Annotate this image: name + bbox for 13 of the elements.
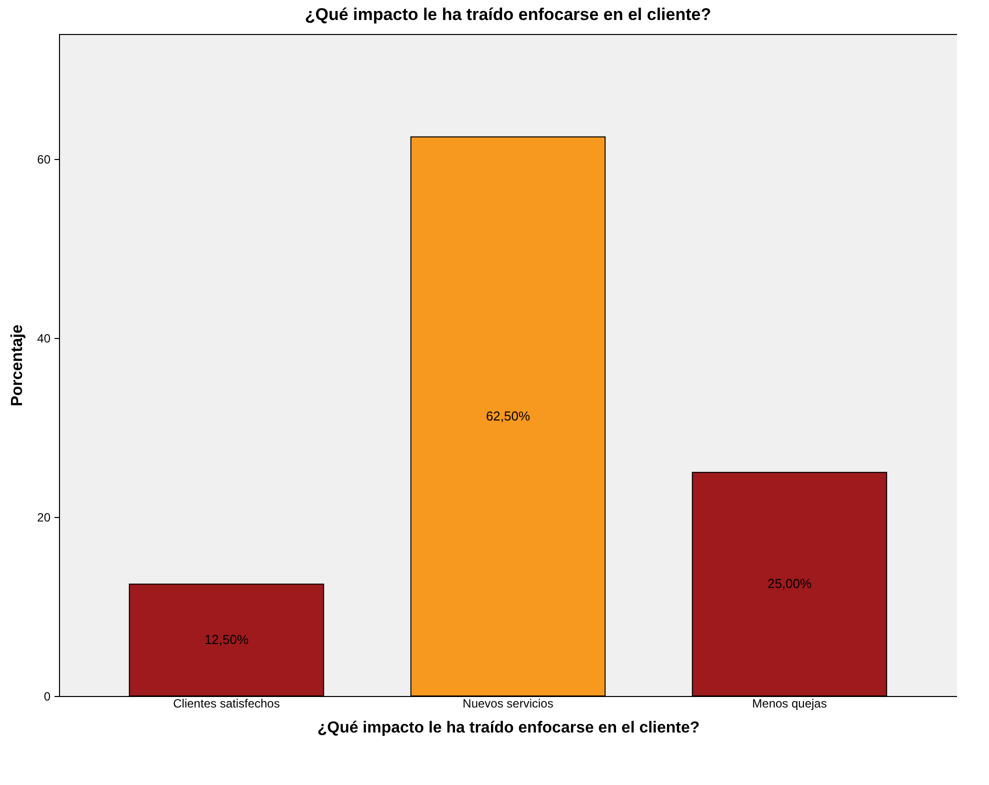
x-tick-label: Menos quejas — [752, 696, 827, 710]
x-tick-label: Clientes satisfechos — [173, 696, 280, 710]
y-tick-label: 20 — [37, 510, 51, 525]
data-label: 62,50% — [486, 408, 530, 424]
y-tick-label: 40 — [37, 332, 51, 346]
x-axis-title: ¿Qué impacto le ha traído enfocarse en el cliente? — [317, 720, 700, 736]
y-tick-label: 60 — [37, 152, 51, 167]
chart-title: ¿Qué impacto le ha traído enfocarse en el cliente? — [304, 5, 712, 24]
data-label: 12,50% — [204, 632, 249, 648]
y-tick-label: 0 — [44, 690, 51, 704]
x-tick-label: Nuevos servicios — [462, 696, 554, 710]
data-label: 25,00% — [767, 576, 812, 592]
y-axis-title: Porcentaje — [9, 324, 26, 406]
